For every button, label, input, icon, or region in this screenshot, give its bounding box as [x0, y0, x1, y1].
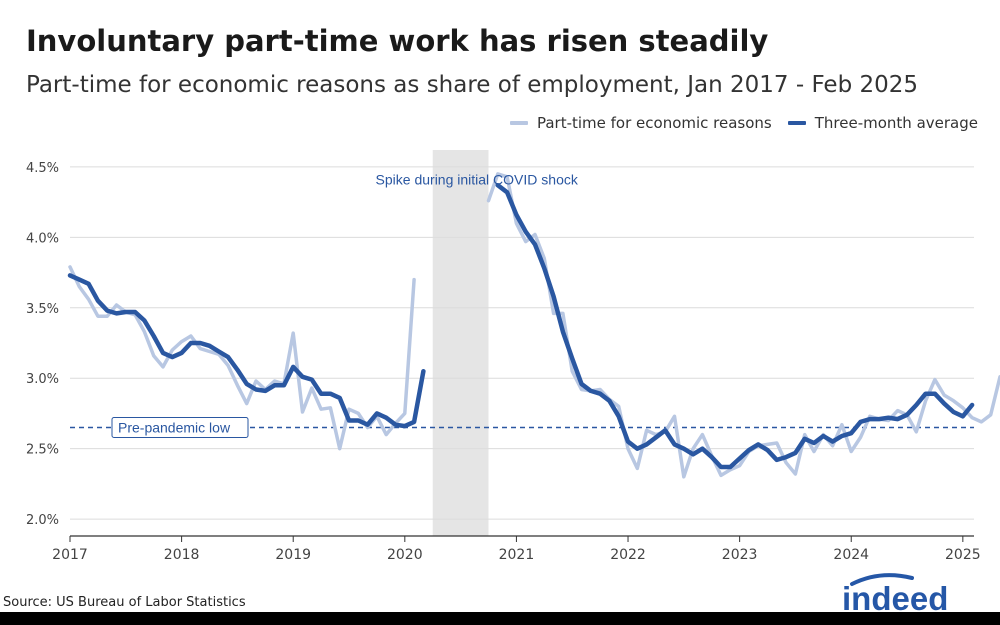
x-tick-label: 2020	[387, 547, 423, 563]
chart-subtitle: Part-time for economic reasons as share …	[26, 72, 919, 98]
chart-title: Involuntary part-time work has risen ste…	[26, 24, 769, 58]
x-tick-label: 2024	[833, 547, 869, 563]
y-tick-label: 2.0%	[26, 513, 59, 528]
shaded-band	[432, 150, 489, 536]
x-axis: 2017 2018 2019 2020 2021 2022 2023 2024 2025	[52, 535, 981, 563]
x-tick-label: 2017	[52, 547, 88, 563]
y-tick-label: 3.5%	[26, 302, 59, 317]
reference-line-group: Pre-pandemic low	[70, 417, 974, 439]
legend-label-raw: Part-time for economic reasons	[536, 114, 772, 132]
covid-shaded-period	[432, 150, 489, 536]
legend: Part-time for economic reasons Three-mon…	[494, 114, 978, 132]
y-tick-label: 2.5%	[26, 443, 59, 458]
covid-annotation: Spike during initial COVID shock	[376, 171, 579, 187]
legend-item-avg: Three-month average	[787, 114, 978, 132]
y-axis-tick-labels: 2.0% 2.5% 3.0% 3.5% 4.0% 4.5%	[26, 161, 59, 528]
y-tick-label: 4.0%	[26, 231, 59, 246]
line-chart: 2.0% 2.5% 3.0% 3.5% 4.0% 4.5% Pre-pandemic lo…	[26, 150, 1000, 563]
series-line-raw	[486, 172, 1000, 479]
reference-label-box	[111, 417, 249, 439]
x-tick-label: 2023	[722, 547, 758, 563]
y-tick-label: 3.0%	[26, 372, 59, 387]
gridlines	[70, 166, 974, 520]
logo-wordmark: indeed	[842, 580, 948, 614]
annotations: Spike during initial COVID shock	[376, 171, 579, 187]
y-tick-label: 4.5%	[26, 161, 59, 176]
legend-swatch-raw	[509, 121, 528, 125]
x-tick-label: 2021	[499, 547, 535, 563]
source-note: Source: US Bureau of Labor Statistics	[3, 595, 246, 610]
series-line-avg	[67, 273, 426, 429]
legend-item-raw: Part-time for economic reasons	[509, 114, 772, 132]
x-tick-label: 2018	[164, 547, 200, 563]
legend-swatch-avg	[787, 121, 806, 125]
x-tick-label: 2022	[610, 547, 646, 563]
indeed-logo: indeed	[842, 573, 948, 614]
reference-line-label: Pre-pandemic low	[118, 420, 231, 436]
bottom-bar	[0, 612, 1000, 625]
x-tick-label: 2019	[275, 547, 311, 563]
x-tick-label: 2025	[945, 547, 981, 563]
series-line-avg	[495, 182, 975, 470]
legend-label-avg: Three-month average	[814, 114, 978, 132]
series-lines	[67, 172, 1000, 479]
